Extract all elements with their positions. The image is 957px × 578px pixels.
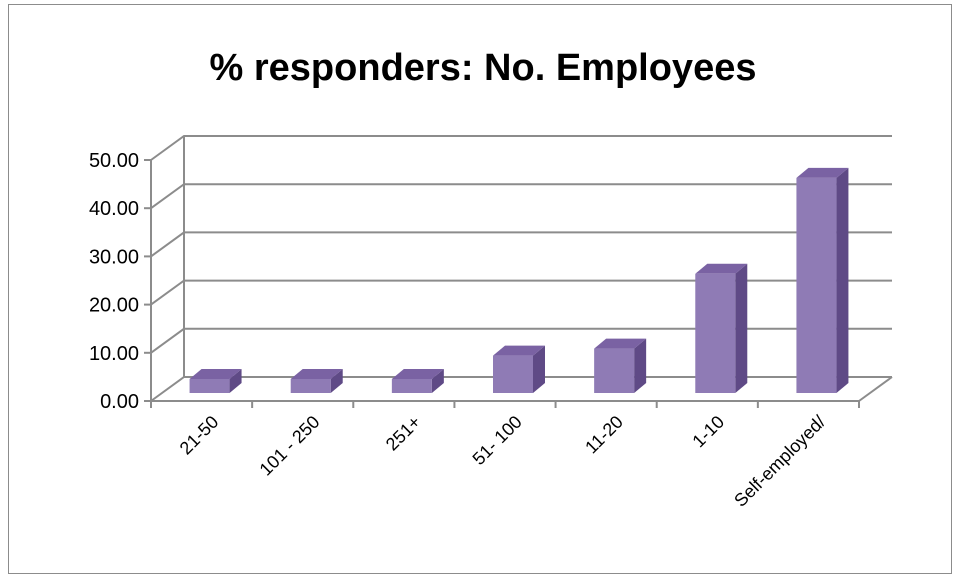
x-category-label: 101 - 250 <box>256 412 324 480</box>
x-category-label: 1-10 <box>688 412 728 452</box>
bar-front <box>391 378 432 393</box>
x-category-labels: 21-50 101 - 250 251+ 51- 100 11-20 1-10 Self-e… <box>176 412 830 511</box>
bar <box>796 167 849 393</box>
y-tick-label: 0.00 <box>100 391 139 413</box>
bar-top <box>796 167 849 178</box>
bar-top <box>594 338 647 349</box>
gridline <box>150 183 892 210</box>
bar <box>594 338 647 393</box>
bar-front <box>594 348 635 393</box>
bar <box>189 368 242 393</box>
x-category-label: 51- 100 <box>469 412 526 469</box>
bar-side <box>330 368 343 393</box>
y-tick-label: 50.00 <box>89 150 139 172</box>
bar-top <box>493 345 545 356</box>
bar-top <box>695 263 748 274</box>
bar-front <box>695 273 736 393</box>
floor-right-edge <box>858 376 893 402</box>
bar-front <box>493 355 533 393</box>
bar-side <box>431 368 444 393</box>
y-tick-label: 10.00 <box>89 343 139 365</box>
chart-frame <box>8 4 952 574</box>
x-category-label: 251+ <box>382 412 425 455</box>
bar-side <box>229 368 242 393</box>
bar-top <box>290 368 343 379</box>
x-category-label: 21-50 <box>176 412 223 459</box>
axes <box>144 136 893 408</box>
gridline <box>150 135 892 161</box>
bar-front <box>796 177 837 393</box>
gridline <box>150 279 892 306</box>
bar-front <box>290 378 331 393</box>
y-tick-labels: 0.00 10.00 20.00 30.00 40.00 50.00 <box>89 150 139 413</box>
y-tick-label: 30.00 <box>89 246 139 268</box>
bar-top <box>391 368 444 379</box>
bar-side <box>533 345 545 393</box>
bar-side <box>735 263 748 393</box>
bar-top <box>189 368 242 379</box>
x-category-label: 11-20 <box>581 412 627 458</box>
bar-front <box>189 378 230 393</box>
bars <box>189 167 849 393</box>
bar <box>391 368 444 393</box>
bar-side <box>634 338 647 393</box>
x-category-label: Self-employed/ <box>730 412 829 511</box>
y-tick-label: 20.00 <box>89 295 139 317</box>
bar <box>493 345 545 393</box>
gridline <box>150 231 892 258</box>
bar <box>695 263 748 393</box>
bar-side <box>836 167 849 393</box>
y-tick-label: 40.00 <box>89 198 139 220</box>
bar <box>290 368 343 393</box>
chart-title: % responders: No. Employees <box>210 47 757 89</box>
